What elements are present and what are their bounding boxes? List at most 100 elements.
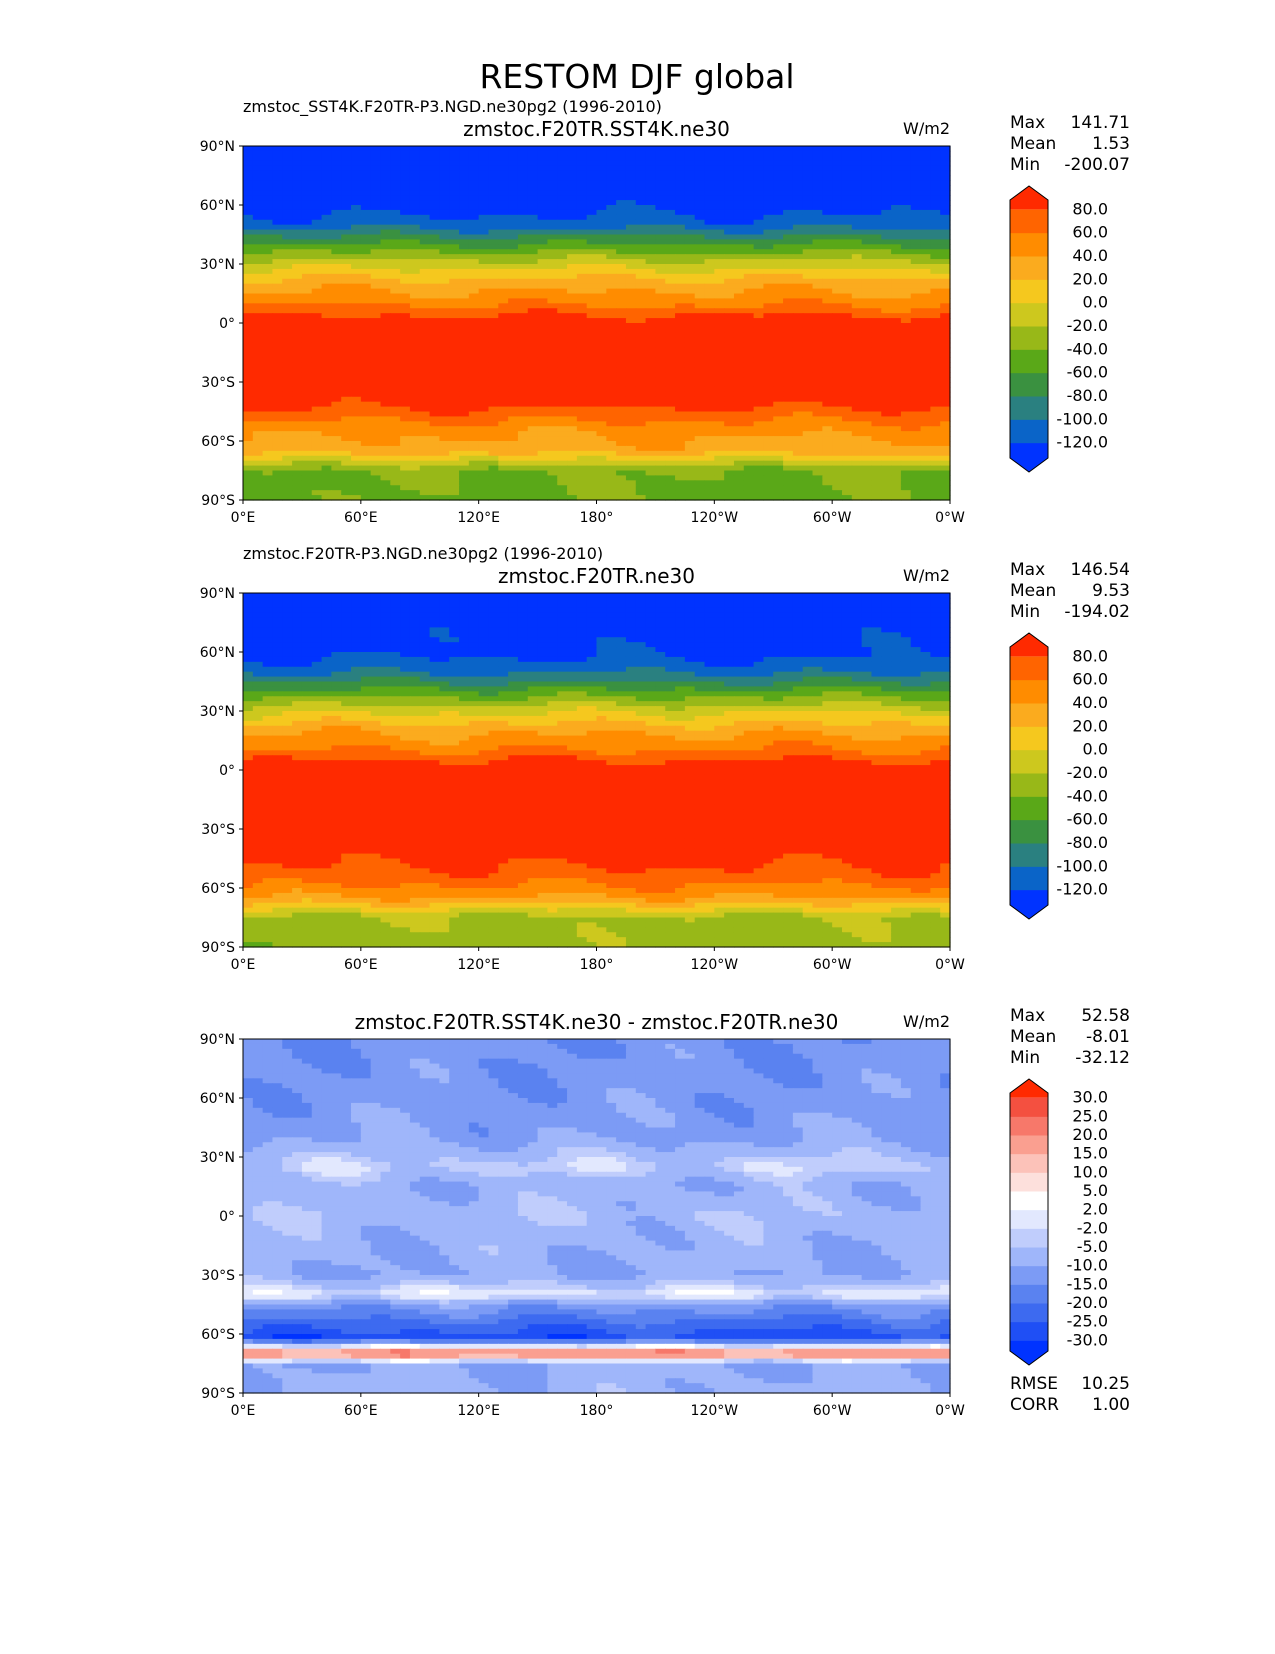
contour-cell [527, 450, 539, 457]
contour-cell [557, 465, 568, 472]
contour-cell [714, 313, 725, 319]
contour-cell [498, 209, 509, 216]
contour-cell [527, 386, 539, 393]
contour-cell [665, 283, 676, 290]
contour-cell [841, 465, 853, 472]
contour-cell [606, 450, 617, 457]
contour-cell [724, 367, 735, 373]
contour-cell [773, 377, 784, 383]
contour-cell [537, 470, 549, 477]
contour-cell [802, 391, 814, 398]
contour-cell [851, 185, 863, 191]
contour-cell [331, 386, 342, 393]
contour-cell [567, 323, 578, 329]
contour-cell [724, 386, 735, 393]
contour-cell [517, 480, 529, 486]
contour-cell [832, 377, 843, 383]
contour-cell [537, 327, 549, 334]
contour-cell [822, 224, 833, 231]
contour-cell [881, 352, 892, 359]
contour-cell [272, 332, 283, 339]
contour-cell [920, 283, 931, 290]
contour-cell [262, 441, 274, 447]
contour-cell [311, 347, 323, 354]
contour-cell [498, 239, 509, 245]
contour-cell [724, 190, 735, 196]
contour-cell [832, 362, 843, 368]
contour-cell [282, 219, 293, 226]
contour-cell [468, 244, 480, 250]
contour-cell [802, 367, 814, 373]
contour-cell [449, 146, 460, 152]
contour-cell [714, 332, 725, 339]
contour-cell [645, 445, 657, 452]
contour-cell [714, 396, 725, 403]
contour-cell [508, 259, 519, 265]
contour-cell [851, 205, 863, 211]
contour-cell [822, 436, 833, 442]
contour-cell [439, 455, 450, 462]
contour-cell [351, 155, 362, 162]
contour-cell [292, 465, 303, 472]
contour-cell [930, 239, 941, 245]
contour-cell [841, 278, 853, 285]
contour-cell [547, 185, 558, 191]
contour-cell [537, 357, 549, 363]
contour-cell [655, 283, 666, 290]
contour-cell [655, 239, 666, 245]
contour-cell [301, 401, 313, 408]
contour-cell [498, 357, 509, 363]
contour-cell [331, 308, 342, 314]
contour-cell [871, 165, 882, 172]
contour-cell [655, 195, 666, 201]
contour-cell [724, 450, 735, 457]
contour-cell [881, 175, 892, 182]
contour-cell [655, 160, 666, 167]
contour-cell [792, 180, 804, 186]
contour-cell [881, 416, 892, 422]
contour-cell [449, 268, 460, 275]
contour-cell [439, 421, 450, 427]
contour-cell [498, 170, 509, 177]
contour-cell [459, 200, 470, 206]
contour-cell [881, 431, 892, 437]
contour-cell [596, 209, 607, 216]
contour-cell [449, 470, 460, 477]
contour-cell [606, 160, 617, 167]
contour-cell [655, 480, 666, 486]
contour-cell [881, 234, 892, 241]
contour-cell [429, 342, 440, 349]
contour-cell [527, 426, 539, 432]
contour-cell [792, 155, 804, 162]
contour-cell [547, 323, 558, 329]
contour-cell [439, 362, 450, 368]
contour-cell [930, 465, 941, 472]
contour-cell [596, 372, 607, 378]
contour-cell [370, 327, 382, 334]
contour-cell [616, 283, 627, 290]
contour-cell [498, 455, 509, 462]
contour-cell [243, 416, 254, 422]
contour-cell [557, 150, 568, 157]
contour-cell [616, 377, 627, 383]
contour-cell [724, 278, 735, 285]
contour-cell [567, 406, 578, 413]
contour-cell [429, 293, 440, 300]
contour-cell [586, 391, 598, 398]
contour-cell [252, 264, 264, 270]
contour-cell [655, 264, 666, 270]
contour-cell [351, 445, 362, 452]
contour-cell [910, 426, 922, 432]
contour-cell [881, 278, 892, 285]
contour-cell [743, 396, 755, 403]
contour-cell [459, 465, 470, 472]
contour-cell [694, 219, 706, 226]
contour-cell [449, 426, 460, 432]
contour-cell [409, 386, 421, 393]
contour-cell [527, 214, 539, 221]
contour-cell [724, 460, 735, 467]
contour-cell [783, 386, 794, 393]
contour-cell [891, 460, 902, 467]
contour-cell [645, 303, 657, 309]
contour-cell [351, 367, 362, 373]
